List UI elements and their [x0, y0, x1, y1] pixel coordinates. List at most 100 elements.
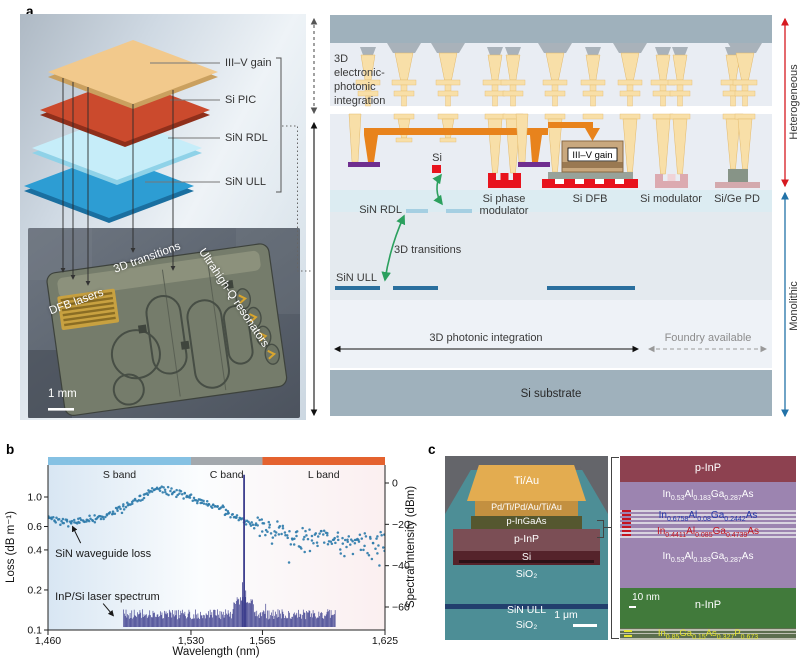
si-devices	[432, 140, 760, 188]
tem-image: p-InP In0.53Al0.183Ga0.287As In0.6758Al0…	[620, 456, 796, 640]
bond-pad	[348, 162, 380, 167]
panel-a-3d-stack-and-chip: III–V gain Si PIC SiN RDL SiN ULL DFB la…	[20, 14, 306, 420]
chip-dfb-laser-array	[57, 288, 120, 331]
tem-label-comp-contact: In0.85Ga0.15As0.327P0.673	[657, 628, 759, 640]
chip-scale-label: 1 mm	[48, 388, 77, 400]
panel-a-label: a	[26, 4, 34, 19]
tem-label-p-inp: p-InP	[694, 462, 722, 474]
cross-section-labels: 3D electronic- photonic integration Si S…	[334, 53, 800, 400]
sem-label-sio2: SiO₂	[515, 568, 538, 580]
sem-image: Ti/Au Pd/Ti/Pd/Au/Ti/Au p-InGaAs p-InP S…	[445, 456, 608, 640]
monolithic-label: Monolithic	[788, 281, 800, 331]
photonic-integration-label: 3D photonic integration	[429, 332, 542, 344]
sem-sin-ull-line	[445, 604, 608, 609]
sin-ull-label: SiN ULL	[336, 272, 377, 284]
sem-pd-stack-region	[475, 501, 578, 516]
svg-text:1,530: 1,530	[178, 635, 204, 647]
panel-c-label: c	[428, 442, 436, 457]
chart-annotations: SiN waveguide loss InP/Si laser spectrum	[55, 525, 160, 617]
stack-to-chip-lines	[60, 78, 176, 286]
svg-text:−40: −40	[392, 560, 410, 572]
sin-ull-bars	[335, 286, 635, 290]
stack-label-si-pic: Si PIC	[225, 94, 257, 106]
sem-ti-au-region	[467, 465, 586, 501]
band-bars	[48, 457, 385, 465]
stack-chip-graphic	[24, 40, 300, 418]
bracket-link-line	[604, 527, 611, 528]
chip-transitions-strip	[57, 250, 261, 298]
si-dfb-device	[542, 140, 638, 188]
svg-text:−20: −20	[392, 519, 410, 531]
si-substrate-bar	[330, 370, 772, 416]
sem-scale-label: 1 μm	[554, 609, 578, 621]
annotation-text: InP/Si laser spectrum	[55, 591, 160, 603]
chip-pad-marks	[137, 280, 234, 350]
si-ge-pd-label: Si/Ge PD	[714, 193, 760, 205]
sem-label-p-inp: p-InP	[513, 533, 540, 545]
orange-interconnect	[348, 113, 600, 167]
tem-label-comp-well: In0.4411Al0.085Ga0.4739As	[656, 526, 760, 539]
svg-text:1,625: 1,625	[372, 635, 398, 647]
tem-label-n-inp: n-InP	[694, 599, 722, 611]
laser-spectrum	[123, 474, 336, 627]
stack-bracket	[276, 57, 282, 193]
phase-mod-label-2: modulator	[480, 205, 529, 217]
layer-stack	[24, 40, 218, 223]
bond-pad	[518, 162, 550, 167]
panel-b-label: b	[6, 442, 15, 457]
tem-n-inp-region	[620, 588, 796, 628]
region-label-line1: 3D	[334, 53, 348, 65]
axes	[47, 465, 386, 631]
svg-text:0.2: 0.2	[27, 584, 42, 596]
si-label: Si	[432, 152, 442, 164]
svg-text:−60: −60	[392, 602, 410, 614]
layer-iii-v-gain	[48, 40, 218, 109]
si-modulator-label: Si modulator	[640, 193, 702, 205]
iii-v-gain-label-box	[567, 147, 618, 162]
sem-label-sin-ull: SiN ULL	[506, 604, 547, 616]
cross-section-diagram: 3D electronic- photonic integration Si S…	[310, 15, 800, 418]
y-axis-right-title: Spectral intensity (dBm)	[405, 486, 417, 608]
region-label-line2: electronic-	[334, 67, 385, 79]
plot-background	[48, 465, 385, 630]
stack-label-sin-ull: SiN ULL	[225, 176, 266, 188]
si-substrate-label: Si substrate	[521, 388, 582, 400]
tem-p-inp-region	[620, 456, 796, 482]
sem-label-p-ingaas: p-InGaAs	[506, 516, 547, 527]
transition-arrows	[381, 173, 443, 282]
tem-label-comp-barrier: In0.6758Al0.08Ga0.2442As	[658, 510, 758, 523]
svg-text:1,565: 1,565	[249, 635, 275, 647]
sem-label-pd-stack: Pd/Ti/Pd/Au/Ti/Au	[491, 502, 562, 512]
sem-label-si: Si	[521, 551, 532, 563]
stack-leader-lines	[145, 62, 220, 183]
sem-qw-bracket	[597, 520, 604, 538]
chip-scale-bar	[48, 408, 74, 411]
stack-label-iii-v-gain: III–V gain	[225, 57, 272, 69]
annotation-text: SiN waveguide loss	[55, 548, 151, 560]
sin-rdl-bars	[406, 209, 472, 213]
sem-label-ti-au: Ti/Au	[513, 475, 540, 487]
heterogeneous-label: Heterogeneous	[788, 64, 800, 140]
tem-scale-label: 10 nm	[632, 592, 660, 603]
stack-label-sin-rdl: SiN RDL	[225, 132, 268, 144]
tem-bracket	[611, 457, 619, 639]
si-ge-pd-device	[715, 169, 760, 188]
transitions-label: 3D transitions	[394, 244, 462, 256]
sin-rdl-label: SiN RDL	[359, 204, 402, 216]
axis-ticks: 1,460 1,530 1,565 1,625 1.0 0.6 0.4 0.2 0.1 0 −20 −…	[27, 478, 410, 648]
sem-scale-bar	[573, 624, 597, 627]
svg-text:0.6: 0.6	[27, 521, 42, 533]
iii-v-gain-label: III–V gain	[572, 150, 612, 161]
si-waveguide-square	[432, 165, 441, 173]
si-dfb-label: Si DFB	[573, 193, 608, 205]
sem-p-inp-region	[453, 529, 600, 551]
sem-label-sio2-2: SiO₂	[515, 619, 538, 631]
dotted-connector	[282, 125, 312, 272]
si-modulator-device	[655, 174, 688, 188]
tem-label-comp-outer-top: In0.53Al0.183Ga0.287As	[662, 489, 754, 502]
chip-photo	[28, 228, 300, 418]
sem-p-ingaas-region	[471, 516, 582, 529]
loss-spectrum-chart: 1,460 1,530 1,565 1,625 1.0 0.6 0.4 0.2 0.1 0 −20 −…	[5, 457, 417, 658]
si-phase-modulator-device	[488, 173, 521, 188]
chip-resonators	[110, 294, 254, 406]
